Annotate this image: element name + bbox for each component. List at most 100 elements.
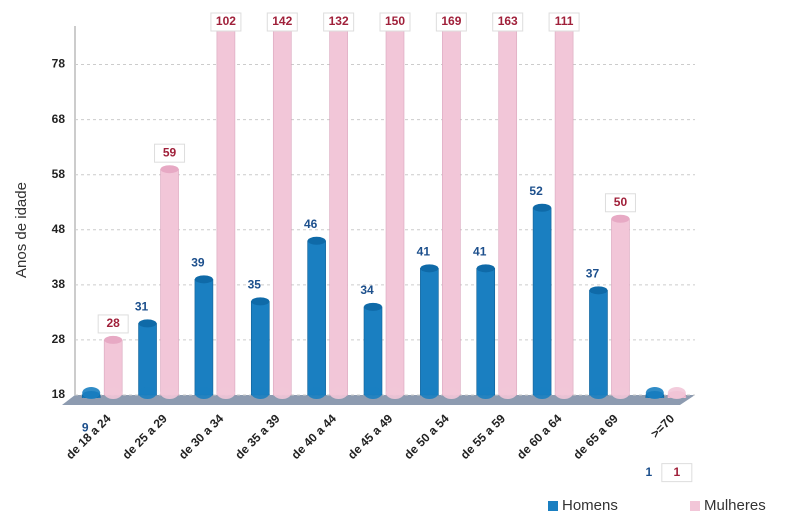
x-tick-label: de 40 a 44 [289,411,340,462]
data-label: 163 [498,14,518,28]
x-tick-label: de 18 a 24 [63,411,114,462]
floor-base [533,387,552,399]
label-box [97,314,129,334]
floor-base [82,387,101,399]
data-label: 28 [107,316,121,330]
data-label: 132 [329,14,349,28]
label-box [435,12,467,32]
floor-base [476,387,495,399]
floor-base [498,387,517,399]
floor-base [667,387,686,399]
bar [442,26,461,396]
bar [103,339,123,396]
bar [476,268,496,396]
data-label: 169 [441,14,461,28]
floor-base [364,387,382,399]
bar [363,306,383,396]
data-label: 142 [272,14,292,28]
label-box [210,12,242,32]
bar [611,218,630,396]
legend-swatch [548,501,558,511]
floor-base [138,387,157,399]
bar [160,168,179,396]
bar [329,26,348,396]
data-label: 34 [360,283,374,297]
x-tick-label: de 50 a 54 [401,411,452,462]
legend-label: Mulheres [704,497,766,514]
bar-cap [589,286,608,295]
label-box [661,463,693,483]
bar [554,26,574,396]
y-tick-label: 68 [52,112,66,126]
data-label: 41 [417,245,431,259]
bar [194,279,214,396]
bar [307,240,326,396]
legend-swatch [690,501,700,511]
bar-cap [611,214,630,223]
y-tick-label: 78 [52,57,66,71]
bar-cap [307,236,326,245]
floor-base [555,387,574,399]
label-box [379,12,411,32]
data-label: 31 [135,300,149,314]
legend-label: Homens [562,497,618,514]
floor-base [442,387,461,399]
label-box [323,12,355,32]
bar [589,290,608,396]
bar [216,26,236,396]
floor-base [307,387,326,399]
bar-cap [420,264,439,273]
data-label: 52 [529,184,543,198]
data-label: 1 [645,465,652,479]
bar-cap [160,165,179,174]
floor-base [251,387,270,399]
x-tick-label: de 25 a 29 [119,411,170,462]
bar [272,26,292,396]
floor-base [104,387,123,399]
x-tick-label: de 65 a 69 [570,411,621,462]
data-label: 50 [614,195,628,209]
data-label: 111 [555,14,574,28]
floor-base [611,387,630,399]
label-box [266,12,298,32]
y-tick-label: 28 [52,332,66,346]
y-axis-label: Anos de idade [13,182,30,278]
floor-base [160,387,179,399]
label-box [548,12,580,32]
bar-cap [533,203,552,212]
y-tick-label: 58 [52,167,66,181]
floor-base [420,387,439,399]
floor-base [273,387,292,399]
data-label: 9 [82,421,89,435]
data-label: 1 [673,465,680,479]
label-box [492,12,524,32]
label-box [604,193,636,213]
bar [532,207,552,396]
floor-base [216,387,235,399]
x-tick-label: de 30 a 34 [176,411,227,462]
y-tick-label: 48 [52,222,66,236]
bar-cap [364,302,382,311]
floor-base [645,387,664,399]
floor-base [589,387,608,399]
data-label: 41 [473,245,487,259]
bar [138,323,157,396]
floor-base [329,387,348,399]
data-label: 35 [248,278,262,292]
floor-base [386,387,404,399]
data-label: 150 [385,14,405,28]
data-label: 46 [304,217,318,231]
data-label: 37 [586,267,600,281]
bar-cap [251,297,270,306]
data-label: 102 [216,14,236,28]
bar-cap [138,319,157,328]
label-box [154,143,186,163]
x-tick-label: de 45 a 49 [345,411,396,462]
data-label: 39 [191,256,205,270]
y-tick-label: 18 [52,387,66,401]
bar [250,301,270,396]
x-tick-label: de 35 a 39 [232,411,283,462]
bar [385,26,405,396]
y-tick-label: 38 [52,277,66,291]
data-label: 59 [163,145,177,159]
